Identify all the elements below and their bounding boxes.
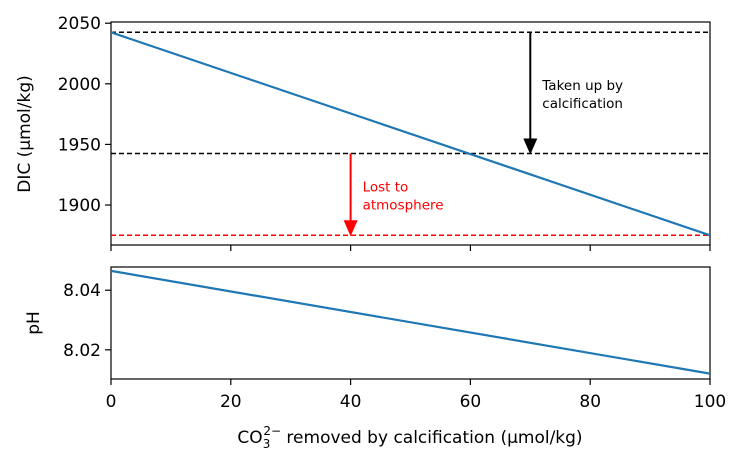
top-y-ticks: 1900 1950 2000 2050 — [58, 14, 111, 216]
dic-series-line — [110, 31, 711, 237]
bottom-panel: 0 20 40 60 80 100 8.02 8.04 pH CO32− removed b… — [24, 266, 726, 451]
x-tick-label-2: 40 — [340, 392, 362, 412]
bottom-x-ticks: 0 20 40 60 80 100 — [106, 379, 726, 412]
x-axis-label-rest: removed by calcification (μmol/kg) — [281, 428, 583, 448]
bottom-series — [110, 269, 711, 375]
top-y-tick-label-2: 2000 — [58, 75, 101, 95]
bottom-y-axis-label: pH — [24, 311, 44, 335]
bottom-plot-frame — [110, 266, 711, 380]
x-axis-label: CO32− removed by calcification (μmol/kg) — [237, 424, 582, 451]
top-series — [110, 31, 711, 237]
top-plot-frame — [110, 21, 711, 246]
x-axis-label-superscript: 2− — [263, 424, 281, 438]
top-y-tick-label-3: 2050 — [58, 14, 101, 34]
bottom-y-ticks: 8.02 8.04 — [63, 281, 111, 361]
ph-series-line — [110, 269, 711, 375]
x-tick-label-5: 100 — [694, 392, 726, 412]
annotation-arrow-head-0 — [523, 138, 538, 155]
x-tick-label-0: 0 — [106, 392, 117, 412]
annotation-label-0-line1: Taken up by — [541, 78, 623, 94]
x-axis-label-prefix: CO — [237, 428, 262, 448]
top-y-tick-label-0: 1900 — [58, 196, 101, 216]
top-reference-lines — [111, 31, 710, 237]
annotation-arrow-head-1 — [343, 220, 358, 237]
top-panel: Taken up by calcification Lost to atmospher… — [15, 14, 711, 251]
annotation-label-0-line2: calcification — [542, 96, 623, 112]
top-annotations: Taken up by calcification Lost to atmospher… — [343, 32, 623, 237]
top-y-tick-label-1: 1950 — [58, 135, 101, 155]
x-tick-label-3: 60 — [460, 392, 482, 412]
bottom-y-tick-label-1: 8.04 — [63, 281, 101, 301]
bottom-y-tick-label-0: 8.02 — [63, 341, 101, 361]
top-y-axis-label: DIC (μmol/kg) — [15, 75, 35, 193]
top-x-ticks — [110, 245, 711, 251]
x-tick-label-4: 80 — [579, 392, 601, 412]
x-axis-label-subscript: 3 — [263, 437, 271, 451]
annotation-label-1-line2: atmosphere — [363, 197, 444, 213]
annotation-label-1-line1: Lost to — [363, 179, 409, 195]
x-tick-label-1: 20 — [220, 392, 242, 412]
